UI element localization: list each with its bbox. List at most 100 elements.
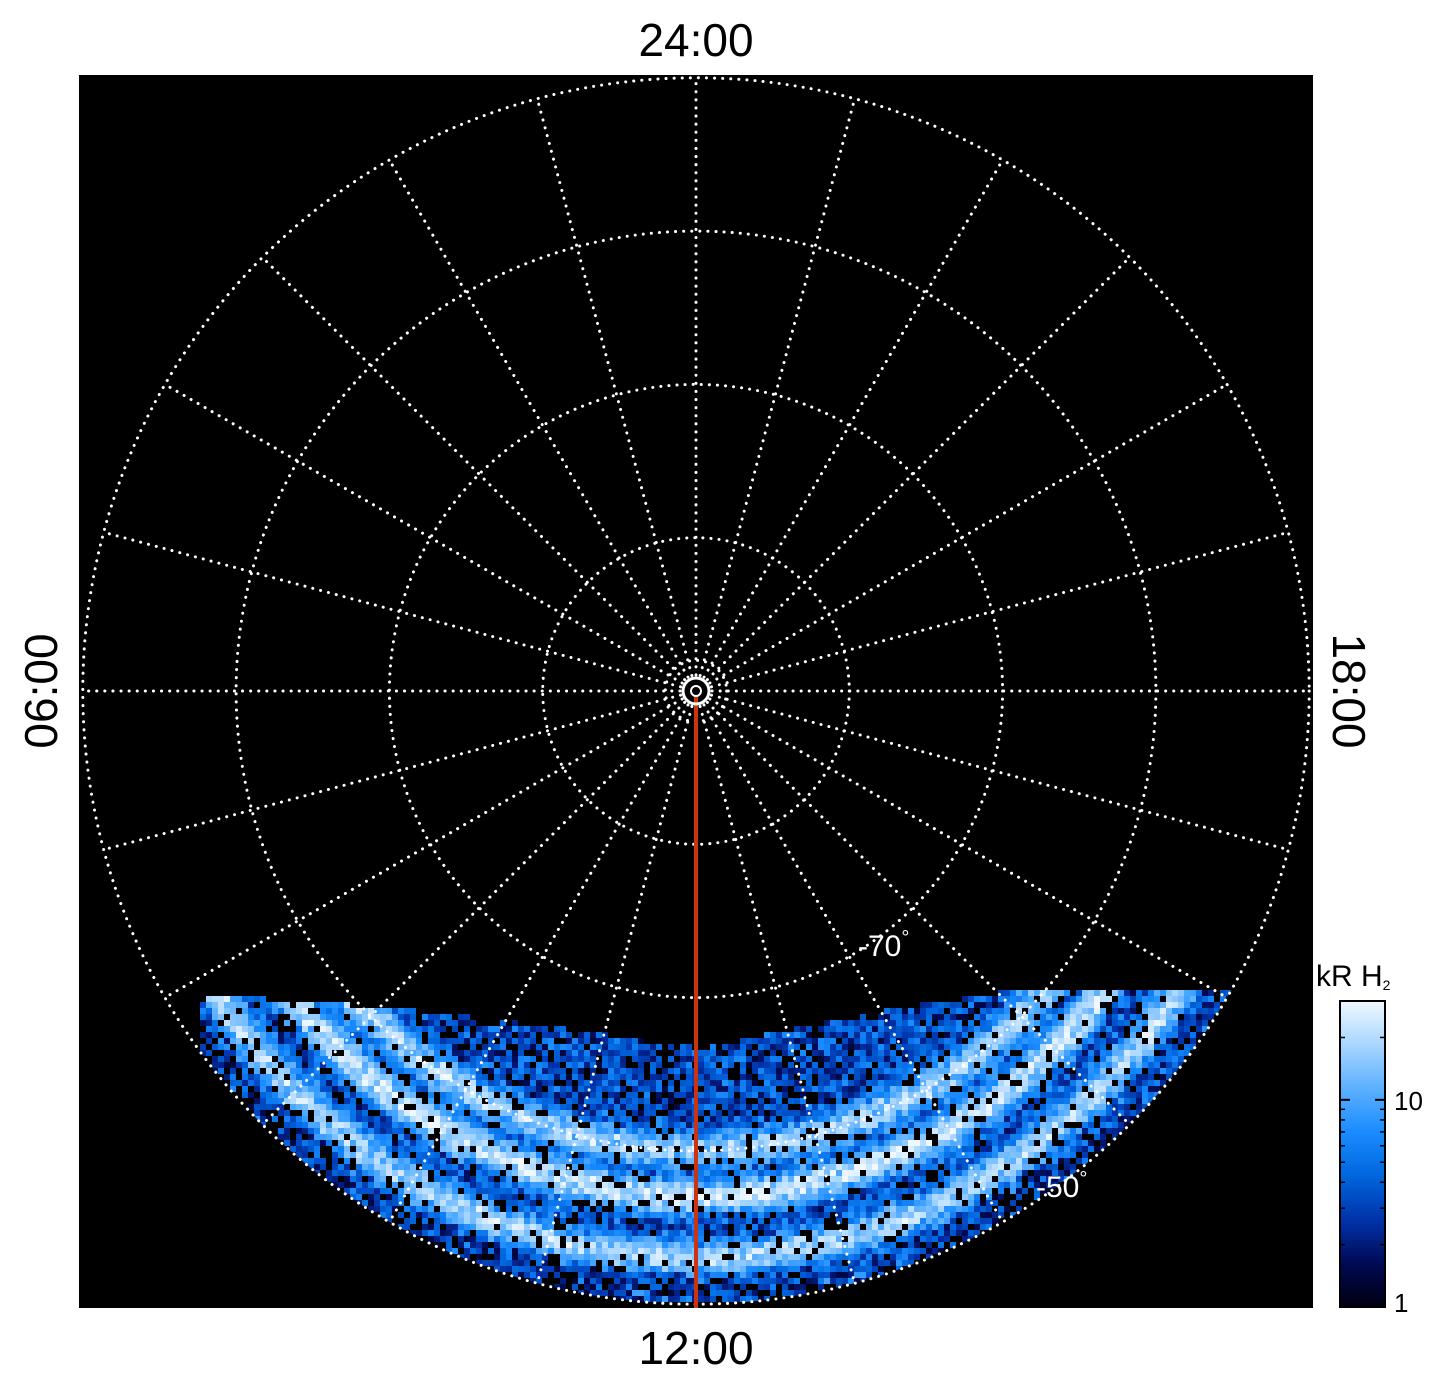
emission-cell [758, 1098, 764, 1104]
emission-cell [608, 1098, 614, 1104]
emission-cell [722, 1140, 728, 1146]
emission-cell [716, 1194, 722, 1200]
emission-cell [476, 1110, 482, 1116]
emission-cell [1004, 1080, 1010, 1086]
emission-cell [746, 1254, 752, 1260]
emission-cell [1088, 1002, 1094, 1008]
emission-cell [752, 1248, 758, 1254]
emission-cell [698, 1098, 704, 1104]
emission-cell [824, 1194, 830, 1200]
emission-cell [368, 1188, 374, 1194]
emission-cell [548, 1224, 554, 1230]
emission-cell [530, 1128, 536, 1134]
emission-cell [1076, 1158, 1082, 1164]
emission-cell [788, 1038, 794, 1044]
emission-cell [500, 1038, 506, 1044]
emission-cell [572, 1188, 578, 1194]
emission-cell [674, 1272, 680, 1278]
emission-cell [896, 1188, 902, 1194]
emission-cell [404, 1050, 410, 1056]
emission-cell [530, 1182, 536, 1188]
emission-cell [464, 1086, 470, 1092]
emission-cell [398, 1122, 404, 1128]
emission-cell [530, 1206, 536, 1212]
emission-cell [1082, 1074, 1088, 1080]
emission-cell [416, 1158, 422, 1164]
emission-cell [590, 1068, 596, 1074]
emission-cell [632, 1206, 638, 1212]
emission-cell [254, 1062, 260, 1068]
emission-cell [356, 1074, 362, 1080]
emission-cell [668, 1218, 674, 1224]
emission-cell [662, 1158, 668, 1164]
emission-cell [488, 1158, 494, 1164]
emission-cell [896, 1026, 902, 1032]
emission-cell [818, 1044, 824, 1050]
emission-cell [482, 1140, 488, 1146]
emission-cell [326, 1038, 332, 1044]
emission-cell [458, 1170, 464, 1176]
emission-cell [1154, 1032, 1160, 1038]
emission-cell [458, 1152, 464, 1158]
emission-cell [794, 1200, 800, 1206]
emission-cell [584, 1272, 590, 1278]
emission-cell [434, 1116, 440, 1122]
emission-cell [308, 1074, 314, 1080]
emission-cell [854, 1056, 860, 1062]
emission-cell [386, 1158, 392, 1164]
emission-cell [632, 1128, 638, 1134]
emission-cell [980, 1074, 986, 1080]
emission-cell [308, 1062, 314, 1068]
emission-cell [560, 1164, 566, 1170]
emission-cell [476, 1206, 482, 1212]
emission-cell [698, 1140, 704, 1146]
emission-cell [548, 1200, 554, 1206]
emission-cell [374, 1014, 380, 1020]
emission-cell [536, 1206, 542, 1212]
emission-cell [872, 1266, 878, 1272]
emission-cell [584, 1236, 590, 1242]
emission-cell [1052, 1152, 1058, 1158]
emission-cell [848, 1062, 854, 1068]
emission-cell [1070, 1098, 1076, 1104]
emission-cell [728, 1206, 734, 1212]
emission-cell [836, 1128, 842, 1134]
emission-cell [686, 1122, 692, 1128]
emission-cell [1166, 1062, 1172, 1068]
emission-cell [740, 1200, 746, 1206]
emission-cell [794, 1026, 800, 1032]
emission-cell [476, 1092, 482, 1098]
emission-cell [344, 1116, 350, 1122]
emission-cell [1076, 1008, 1082, 1014]
emission-cell [1052, 1014, 1058, 1020]
emission-cell [680, 1134, 686, 1140]
emission-cell [1148, 1062, 1154, 1068]
emission-cell [1058, 1176, 1064, 1182]
emission-cell [932, 1146, 938, 1152]
emission-cell [548, 1146, 554, 1152]
emission-cell [620, 1164, 626, 1170]
emission-cell [728, 1050, 734, 1056]
emission-cell [992, 1014, 998, 1020]
emission-cell [554, 1128, 560, 1134]
emission-cell [578, 1074, 584, 1080]
emission-cell [752, 1056, 758, 1062]
emission-cell [200, 1020, 206, 1026]
emission-cell [986, 1164, 992, 1170]
emission-cell [362, 1050, 368, 1056]
emission-cell [1070, 1032, 1076, 1038]
emission-cell [764, 1134, 770, 1140]
emission-cell [284, 1134, 290, 1140]
emission-cell [878, 1146, 884, 1152]
emission-cell [878, 1122, 884, 1128]
emission-cell [1178, 1056, 1184, 1062]
emission-cell [350, 1056, 356, 1062]
emission-cell [1172, 1044, 1178, 1050]
emission-cell [206, 1050, 212, 1056]
emission-cell [368, 1032, 374, 1038]
emission-cell [386, 1050, 392, 1056]
emission-cell [518, 1152, 524, 1158]
emission-cell [296, 1146, 302, 1152]
emission-cell [836, 1098, 842, 1104]
emission-cell [338, 1068, 344, 1074]
